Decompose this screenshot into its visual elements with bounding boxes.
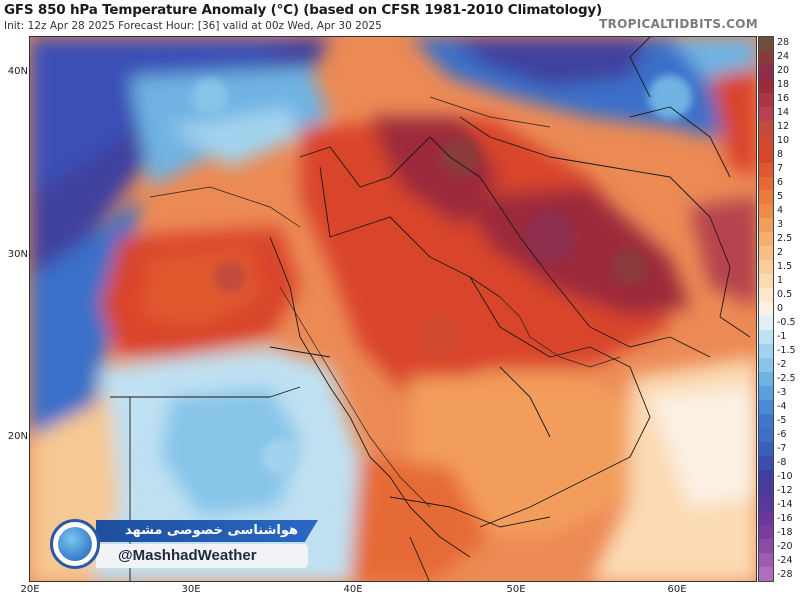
colorbar-label: 2.5 (777, 233, 793, 244)
lon-label-50e: 50E (506, 584, 526, 595)
colorbar-label: -0.5 (777, 317, 796, 328)
colorbar-label: 14 (777, 107, 790, 118)
colorbar-label: -8 (777, 457, 787, 468)
colorbar-cell (759, 78, 773, 93)
watermark-persian-text: هواشناسی خصوصی مشهد (96, 520, 318, 542)
colorbar-label: 2 (777, 247, 784, 258)
colorbar-cell (759, 288, 773, 303)
colorbar-cell (759, 190, 773, 205)
lon-label-40e: 40E (343, 584, 363, 595)
colorbar-cell (759, 302, 773, 317)
watermark-handle: @MashhadWeather (96, 544, 308, 568)
colorbar-label: 5 (777, 191, 784, 202)
colorbar-cell (759, 64, 773, 79)
map-subtitle: Init: 12z Apr 28 2025 Forecast Hour: [36… (4, 20, 382, 32)
colorbar-cell (759, 176, 773, 191)
colorbar-label: -2.5 (777, 373, 796, 384)
colorbar-cell (759, 120, 773, 135)
colorbar-cell (759, 260, 773, 275)
colorbar-label: 1 (777, 275, 784, 286)
colorbar-cell (759, 413, 773, 428)
colorbar-label: -5 (777, 415, 787, 426)
colorbar-label: -16 (777, 513, 793, 524)
colorbar-label: 1.5 (777, 261, 793, 272)
colorbar-cell (759, 50, 773, 65)
colorbar-label: -7 (777, 443, 787, 454)
source-brand: TROPICALTIDBITS.COM (599, 17, 758, 31)
colorbar-label: 12 (777, 121, 790, 132)
colorbar-cell (759, 134, 773, 149)
colorbar-cell (759, 525, 773, 540)
colorbar-label: 3 (777, 219, 784, 230)
colorbar-label: -2 (777, 359, 787, 370)
colorbar-label: 0.5 (777, 289, 793, 300)
colorbar-cell (759, 427, 773, 442)
lon-label-30e: 30E (181, 584, 201, 595)
colorbar-label: 10 (777, 135, 790, 146)
colorbar-cell (759, 511, 773, 526)
colorbar (758, 36, 774, 582)
colorbar-cell (759, 218, 773, 233)
colorbar-label: 16 (777, 93, 790, 104)
colorbar-cell (759, 274, 773, 289)
colorbar-label: 4 (777, 205, 784, 216)
map-title: GFS 850 hPa Temperature Anomaly (°C) (ba… (4, 2, 602, 18)
lon-label-60e: 60E (667, 584, 687, 595)
colorbar-cell (759, 232, 773, 247)
colorbar-label: -24 (777, 555, 793, 566)
colorbar-cell (759, 37, 773, 51)
colorbar-cell (759, 483, 773, 498)
colorbar-label: -12 (777, 485, 793, 496)
colorbar-cell (759, 399, 773, 414)
anomaly-map (29, 36, 757, 582)
colorbar-cell (759, 567, 773, 582)
colorbar-label: 24 (777, 51, 790, 62)
colorbar-label: -6 (777, 429, 787, 440)
colorbar-cell (759, 441, 773, 456)
colorbar-label: -20 (777, 541, 793, 552)
colorbar-label: -28 (777, 569, 793, 580)
colorbar-cell (759, 553, 773, 568)
lon-label-20e: 20E (20, 584, 40, 595)
colorbar-label: 18 (777, 79, 790, 90)
coastlines (149, 96, 621, 508)
colorbar-label: 28 (777, 37, 790, 48)
lat-label-20n: 20N (7, 431, 28, 442)
colorbar-cell (759, 204, 773, 219)
colorbar-cell (759, 371, 773, 386)
colorbar-cell (759, 246, 773, 261)
colorbar-label: -18 (777, 527, 793, 538)
colorbar-cell (759, 330, 773, 344)
colorbar-cell (759, 385, 773, 400)
colorbar-label: -4 (777, 401, 787, 412)
colorbar-cell (759, 316, 773, 331)
colorbar-label: 8 (777, 149, 784, 160)
colorbar-label: -3 (777, 387, 787, 398)
colorbar-label: -10 (777, 471, 793, 482)
colorbar-label: 20 (777, 65, 790, 76)
colorbar-label: -1.5 (777, 345, 796, 356)
lat-label-40n: 40N (7, 66, 28, 77)
lat-label-30n: 30N (7, 249, 28, 260)
colorbar-cell (759, 357, 773, 372)
anomaly-field (30, 37, 756, 581)
colorbar-cell (759, 497, 773, 512)
watermark-badge: هواشناسی خصوصی مشهد @MashhadWeather (50, 516, 320, 572)
colorbar-label: -1 (777, 331, 787, 342)
colorbar-cell (759, 539, 773, 554)
colorbar-label: 0 (777, 303, 784, 314)
colorbar-cell (759, 455, 773, 470)
colorbar-label: 7 (777, 163, 784, 174)
colorbar-label: -14 (777, 499, 793, 510)
colorbar-cell (759, 92, 773, 107)
colorbar-label: 6 (777, 177, 784, 188)
watermark-logo-icon (50, 519, 100, 569)
colorbar-cell (759, 162, 773, 177)
colorbar-cell (759, 106, 773, 121)
colorbar-cell (759, 469, 773, 484)
colorbar-cell (759, 343, 773, 358)
colorbar-cell (759, 148, 773, 163)
